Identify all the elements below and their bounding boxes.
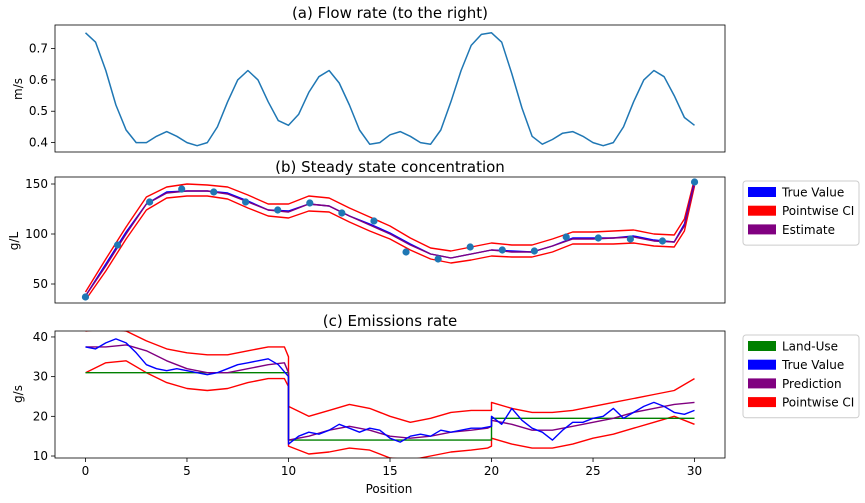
panel-c-emissions: (c) Emissions rate g/s Position 10 20 30 40… [11, 312, 860, 496]
series-line-pointwise-ci-upper [84, 178, 696, 293]
xtick-label: 0 [82, 464, 90, 478]
panel-c-xlabel: Position [366, 482, 413, 496]
xtick-label: 5 [183, 464, 191, 478]
ytick-label: 150 [25, 177, 48, 191]
ytick-label: 100 [25, 227, 48, 241]
scatter-point [658, 237, 667, 245]
scatter-point [370, 217, 378, 225]
scatter-point [434, 255, 442, 263]
panel-a-ticks: 0.4 0.5 0.6 0.7 [29, 42, 55, 150]
scatter-point [338, 209, 346, 217]
ytick-label: 0.7 [29, 42, 48, 56]
legend-label: True Value [781, 358, 844, 372]
scatter-point [113, 241, 122, 249]
legend-label: Estimate [782, 223, 835, 237]
legend-swatch [748, 378, 776, 389]
legend-label: True Value [781, 186, 844, 200]
series-line-true-value [85, 338, 695, 445]
legend-label: Pointwise CI [782, 204, 854, 218]
scatter-point [178, 185, 186, 193]
xtick-label: 20 [484, 464, 499, 478]
panel-a-ylabel: m/s [11, 78, 25, 100]
scatter-point [626, 235, 634, 243]
panel-c-frame [54, 330, 726, 459]
legend-swatch [748, 397, 776, 408]
scatter-point [306, 199, 314, 207]
panel-c-legend: Land-Use True Value Prediction Pointwise CI [742, 334, 860, 419]
xtick-label: 30 [687, 464, 702, 478]
panel-a-lines [84, 32, 695, 147]
series-line-pointwise-ci-lower [84, 185, 696, 301]
scatter-point [690, 178, 699, 186]
scatter-point [562, 233, 570, 241]
panel-b-title: (b) Steady state concentration [275, 158, 505, 176]
ytick-label: 0.6 [29, 73, 48, 87]
ytick-label: 0.5 [29, 104, 48, 118]
panel-c-ticks: 10 20 30 40 0 5 10 15 20 25 30 [33, 330, 702, 478]
panel-b-frame [54, 176, 726, 304]
scatter-point [274, 206, 282, 214]
series-line-series [84, 32, 695, 147]
legend-swatch [748, 187, 776, 197]
legend-swatch [748, 205, 776, 216]
scatter-point [210, 188, 218, 196]
series-line-prediction [85, 344, 695, 441]
panel-a-frame [54, 24, 726, 153]
scatter-point [498, 246, 506, 254]
panel-b-concentration: (b) Steady state concentration g/L 50 100… [7, 158, 860, 304]
series-line-pointwise-ci-upper [85, 331, 695, 423]
panel-c-ylabel: g/s [11, 385, 25, 403]
series-line-estimate [84, 183, 696, 297]
xtick-label: 15 [382, 464, 397, 478]
scatter-point [146, 198, 154, 206]
scatter-point [242, 198, 250, 206]
series-line-pointwise-ci-lower [85, 360, 695, 458]
xtick-label: 10 [281, 464, 296, 478]
ytick-label: 10 [33, 449, 48, 463]
panel-b-lines [84, 178, 696, 301]
panel-b-legend: True Value Pointwise CI Estimate [742, 180, 860, 246]
scatter-point [81, 293, 90, 301]
scatter-point [594, 234, 602, 242]
scatter-point [466, 243, 474, 251]
legend-label: Land-Use [782, 340, 838, 354]
series-line-land-use [85, 372, 695, 441]
panel-a-title: (a) Flow rate (to the right) [292, 4, 488, 22]
ytick-label: 20 [33, 409, 48, 423]
legend-swatch [748, 224, 776, 235]
legend-label: Prediction [782, 377, 842, 391]
panel-b-points [81, 178, 699, 301]
ytick-label: 30 [33, 370, 48, 384]
panel-c-lines [85, 331, 695, 458]
ytick-label: 50 [33, 277, 48, 291]
panel-b-ticks: 50 100 150 [25, 177, 55, 291]
legend-swatch [748, 341, 776, 351]
scatter-point [402, 248, 410, 256]
scatter-point [530, 247, 538, 255]
legend-label: Pointwise CI [782, 396, 854, 410]
legend-swatch [748, 359, 776, 370]
panel-b-ylabel: g/L [7, 232, 21, 251]
ytick-label: 40 [33, 330, 48, 344]
panel-a-flow-rate: (a) Flow rate (to the right) m/s 0.40.50… [11, 4, 726, 153]
panel-c-title: (c) Emissions rate [323, 312, 458, 330]
ytick-label: 0.4 [29, 136, 48, 150]
xtick-label: 25 [585, 464, 600, 478]
